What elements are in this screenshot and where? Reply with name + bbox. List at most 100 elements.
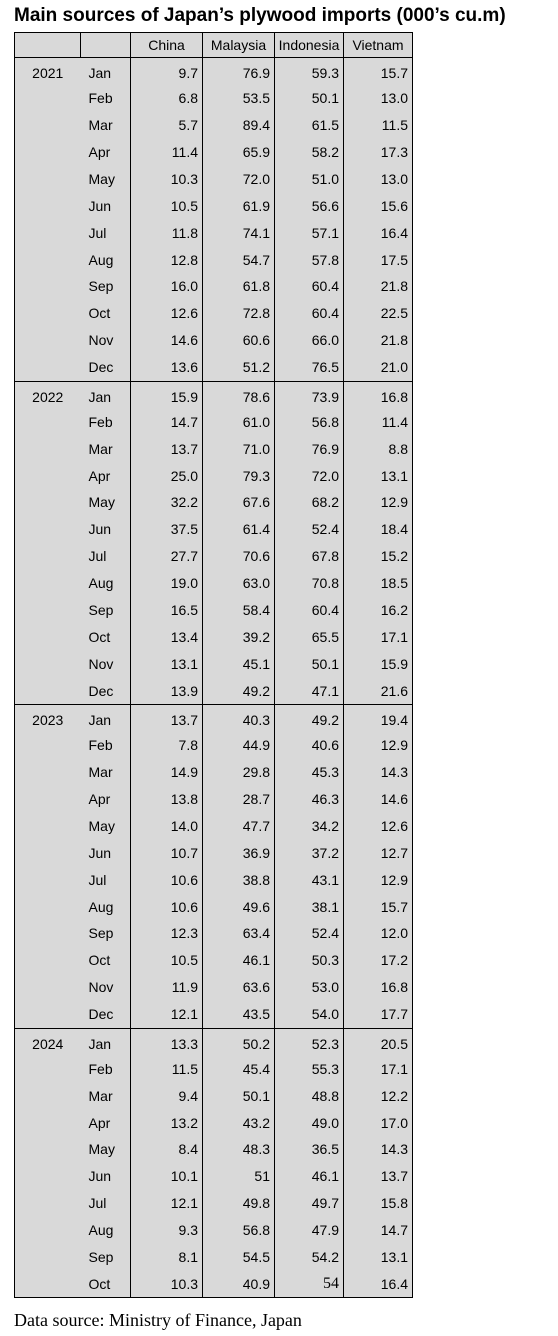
vietnam-value-cell: 14.7 bbox=[343, 1216, 413, 1244]
table-row: 2021 Jan 9.7 76.9 59.3 15.7 bbox=[14, 57, 413, 85]
vietnam-value-cell: 16.8 bbox=[343, 973, 413, 1001]
month-cell: Jul bbox=[80, 219, 131, 247]
china-value-cell: 11.5 bbox=[130, 1055, 203, 1083]
year-cell bbox=[14, 489, 81, 516]
indonesia-value-cell: 72.0 bbox=[274, 462, 344, 489]
indonesia-value-cell: 48.8 bbox=[274, 1082, 344, 1110]
year-cell bbox=[14, 839, 81, 867]
year-cell bbox=[14, 650, 81, 678]
table-row: 2024 Jan 13.3 50.2 52.3 20.5 bbox=[14, 1028, 413, 1056]
indonesia-value-cell: 37.2 bbox=[274, 839, 344, 867]
year-cell bbox=[14, 866, 81, 894]
header-indonesia: Indonesia bbox=[274, 32, 344, 58]
malaysia-value-cell: 51 bbox=[202, 1162, 275, 1190]
indonesia-value-cell: 45.3 bbox=[274, 758, 344, 786]
table-row: Jun 10.5 61.9 56.6 15.6 bbox=[14, 192, 413, 220]
month-cell: Aug bbox=[80, 1216, 131, 1244]
china-value-cell: 13.7 bbox=[130, 704, 203, 732]
year-cell bbox=[14, 192, 81, 220]
malaysia-value-cell: 79.3 bbox=[202, 462, 275, 489]
china-value-cell: 13.1 bbox=[130, 650, 203, 678]
vietnam-value-cell: 12.9 bbox=[343, 489, 413, 516]
table-row: Mar 5.7 89.4 61.5 11.5 bbox=[14, 111, 413, 139]
china-value-cell: 14.6 bbox=[130, 326, 203, 354]
month-cell: Sep bbox=[80, 920, 131, 947]
table-row: Dec 13.9 49.2 47.1 21.6 bbox=[14, 677, 413, 706]
china-value-cell: 10.5 bbox=[130, 192, 203, 220]
vietnam-value-cell: 18.5 bbox=[343, 569, 413, 597]
table-title: Main sources of Japan’s plywood imports … bbox=[14, 5, 506, 26]
year-cell bbox=[14, 785, 81, 813]
indonesia-value-cell: 56.6 bbox=[274, 192, 344, 220]
table-row: Sep 16.0 61.8 60.4 21.8 bbox=[14, 273, 413, 300]
malaysia-value-cell: 54.7 bbox=[202, 246, 275, 273]
malaysia-value-cell: 63.0 bbox=[202, 569, 275, 597]
year-cell bbox=[14, 1000, 81, 1029]
indonesia-value-cell: 54 bbox=[274, 1270, 344, 1299]
vietnam-value-cell: 15.6 bbox=[343, 192, 413, 220]
header-vietnam: Vietnam bbox=[343, 32, 413, 58]
vietnam-value-cell: 13.1 bbox=[343, 1243, 413, 1271]
china-value-cell: 7.8 bbox=[130, 731, 203, 759]
year-cell: 2022 bbox=[14, 381, 81, 409]
table-row: Aug 10.6 49.6 38.1 15.7 bbox=[14, 893, 413, 920]
month-cell: May bbox=[80, 812, 131, 840]
indonesia-value-cell: 53.0 bbox=[274, 973, 344, 1001]
malaysia-value-cell: 65.9 bbox=[202, 138, 275, 166]
vietnam-value-cell: 18.4 bbox=[343, 515, 413, 543]
indonesia-value-cell: 38.1 bbox=[274, 893, 344, 920]
china-value-cell: 37.5 bbox=[130, 515, 203, 543]
vietnam-value-cell: 22.5 bbox=[343, 299, 413, 327]
vietnam-value-cell: 21.8 bbox=[343, 326, 413, 354]
indonesia-value-cell: 56.8 bbox=[274, 408, 344, 436]
malaysia-value-cell: 51.2 bbox=[202, 353, 275, 382]
table-row: Jun 10.1 51 46.1 13.7 bbox=[14, 1162, 413, 1190]
malaysia-value-cell: 50.1 bbox=[202, 1082, 275, 1110]
malaysia-value-cell: 60.6 bbox=[202, 326, 275, 354]
malaysia-value-cell: 49.6 bbox=[202, 893, 275, 920]
vietnam-value-cell: 19.4 bbox=[343, 704, 413, 732]
vietnam-value-cell: 17.2 bbox=[343, 946, 413, 974]
china-value-cell: 13.7 bbox=[130, 435, 203, 463]
month-cell: Jul bbox=[80, 542, 131, 570]
vietnam-value-cell: 21.6 bbox=[343, 677, 413, 706]
malaysia-value-cell: 39.2 bbox=[202, 623, 275, 651]
table-row: Oct 13.4 39.2 65.5 17.1 bbox=[14, 623, 413, 651]
malaysia-value-cell: 49.8 bbox=[202, 1189, 275, 1217]
vietnam-value-cell: 13.7 bbox=[343, 1162, 413, 1190]
china-value-cell: 9.7 bbox=[130, 57, 203, 85]
malaysia-value-cell: 45.1 bbox=[202, 650, 275, 678]
china-value-cell: 8.4 bbox=[130, 1136, 203, 1163]
china-value-cell: 13.9 bbox=[130, 677, 203, 706]
vietnam-value-cell: 16.4 bbox=[343, 1270, 413, 1299]
table-row: Jul 12.1 49.8 49.7 15.8 bbox=[14, 1189, 413, 1217]
vietnam-value-cell: 14.3 bbox=[343, 1136, 413, 1163]
vietnam-value-cell: 12.6 bbox=[343, 812, 413, 840]
month-cell: Jul bbox=[80, 866, 131, 894]
month-cell: Apr bbox=[80, 138, 131, 166]
table-row: Oct 10.5 46.1 50.3 17.2 bbox=[14, 946, 413, 974]
month-cell: Nov bbox=[80, 650, 131, 678]
china-value-cell: 6.8 bbox=[130, 84, 203, 112]
vietnam-value-cell: 17.1 bbox=[343, 623, 413, 651]
malaysia-value-cell: 74.1 bbox=[202, 219, 275, 247]
table-row: Sep 16.5 58.4 60.4 16.2 bbox=[14, 596, 413, 624]
month-cell: Jan bbox=[80, 1028, 131, 1056]
malaysia-value-cell: 56.8 bbox=[202, 1216, 275, 1244]
year-cell: 2024 bbox=[14, 1028, 81, 1056]
malaysia-value-cell: 44.9 bbox=[202, 731, 275, 759]
indonesia-value-cell: 76.5 bbox=[274, 353, 344, 382]
year-cell bbox=[14, 299, 81, 327]
year-cell bbox=[14, 1243, 81, 1271]
vietnam-value-cell: 12.0 bbox=[343, 920, 413, 947]
table-row: Jul 11.8 74.1 57.1 16.4 bbox=[14, 219, 413, 247]
china-value-cell: 8.1 bbox=[130, 1243, 203, 1271]
vietnam-value-cell: 16.8 bbox=[343, 381, 413, 409]
china-value-cell: 11.8 bbox=[130, 219, 203, 247]
year-cell bbox=[14, 462, 81, 489]
month-cell: Mar bbox=[80, 435, 131, 463]
table-row: Nov 11.9 63.6 53.0 16.8 bbox=[14, 973, 413, 1001]
malaysia-value-cell: 38.8 bbox=[202, 866, 275, 894]
indonesia-value-cell: 46.1 bbox=[274, 1162, 344, 1190]
indonesia-value-cell: 47.9 bbox=[274, 1216, 344, 1244]
